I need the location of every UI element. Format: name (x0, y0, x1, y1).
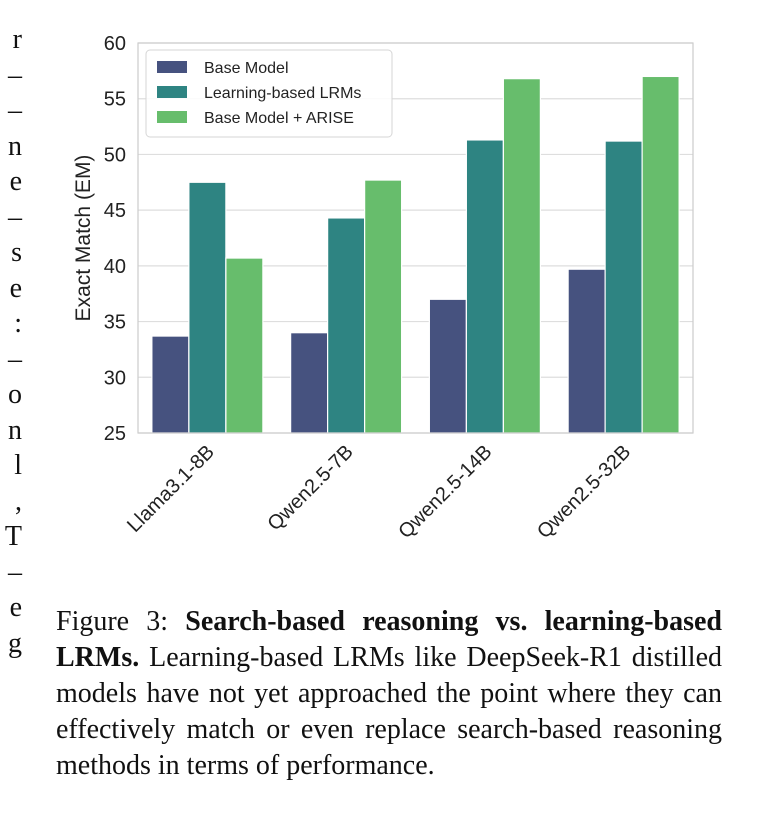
x-tick-label: Qwen2.5-7B (263, 441, 357, 535)
margin-char: – (8, 343, 22, 375)
figure-caption: Figure 3: Search-based reasoning vs. lea… (56, 604, 722, 784)
y-tick-label: 50 (104, 144, 126, 166)
x-tick-labels: Llama3.1-8B Qwen2.5-7B Qwen2.5-14B Qwen2.5-… (123, 441, 635, 543)
y-tick-label: 35 (104, 312, 126, 334)
caption-bold: Search-based reasoning vs. learning-base… (56, 606, 722, 673)
bar-chart: 25 30 35 40 45 50 55 60 Llama3.1-8B Qwen2.5-7B Qw… (72, 33, 694, 543)
margin-char: n (8, 414, 22, 446)
margin-char: e (9, 272, 22, 304)
margin-char: – (8, 556, 22, 588)
margin-char: T (4, 521, 22, 552)
bar-base-model-arise-qwen2-5-32b (641, 75, 680, 434)
margin-char: o (8, 379, 22, 410)
margin-char: l (14, 450, 22, 481)
bar-learning-based-lrms-llama3-1-8b (188, 181, 227, 434)
bar-base-model-qwen2-5-7b (290, 332, 329, 434)
bar-base-model-arise-llama3-1-8b (225, 257, 264, 434)
y-tick-label: 45 (104, 200, 126, 222)
bar-learning-based-lrms-qwen2-5-14b (465, 139, 504, 434)
margin-char: s (11, 237, 22, 268)
caption-label: Figure 3: (56, 606, 186, 637)
y-tick-label: 55 (104, 89, 126, 111)
legend-swatch (157, 86, 187, 98)
left-margin-text: r – – n e – s e: – o n l, T – e g (0, 22, 22, 661)
margin-char: – (8, 59, 22, 91)
margin-char: e (9, 592, 22, 623)
margin-char: – (8, 201, 22, 233)
margin-char: n (8, 130, 22, 162)
margin-char: : (14, 308, 22, 339)
bar-base-model-arise-qwen2-5-7b (364, 179, 403, 434)
margin-char: r (12, 24, 22, 55)
legend-label: Base Model (204, 60, 289, 77)
margin-char: – (8, 95, 22, 126)
legend-swatch (157, 111, 187, 123)
y-tick-labels: 25 30 35 40 45 50 55 60 (104, 33, 126, 445)
margin-char: e (9, 166, 22, 197)
legend-label: Learning-based LRMs (204, 85, 361, 102)
legend: Base Model Learning-based LRMs Base Model … (145, 49, 393, 138)
x-tick-label: Llama3.1-8B (123, 441, 219, 537)
y-tick-label: 40 (104, 256, 126, 278)
y-tick-label: 30 (104, 367, 126, 389)
bar-learning-based-lrms-qwen2-5-32b (604, 140, 643, 434)
bar-base-model-qwen2-5-32b (567, 268, 606, 434)
bar-base-model-qwen2-5-14b (428, 298, 467, 434)
plot-frame (137, 42, 694, 434)
legend-swatch (157, 61, 187, 73)
y-tick-label: 25 (104, 423, 126, 445)
margin-char: g (8, 627, 22, 659)
legend-label: Base Model + ARISE (204, 110, 354, 127)
caption-text: Learning-based LRMs like DeepSeek-R1 dis… (56, 642, 722, 781)
legend-box (145, 49, 393, 138)
y-axis-label: Exact Match (EM) (72, 155, 95, 322)
margin-char: , (15, 485, 22, 517)
x-tick-label: Qwen2.5-32B (533, 441, 635, 543)
bar-learning-based-lrms-qwen2-5-7b (327, 217, 366, 434)
x-tick-label: Qwen2.5-14B (394, 441, 496, 543)
bar-base-model-arise-qwen2-5-14b (502, 78, 541, 434)
y-tick-label: 60 (104, 33, 126, 55)
bar-base-model-llama3-1-8b (151, 335, 190, 434)
